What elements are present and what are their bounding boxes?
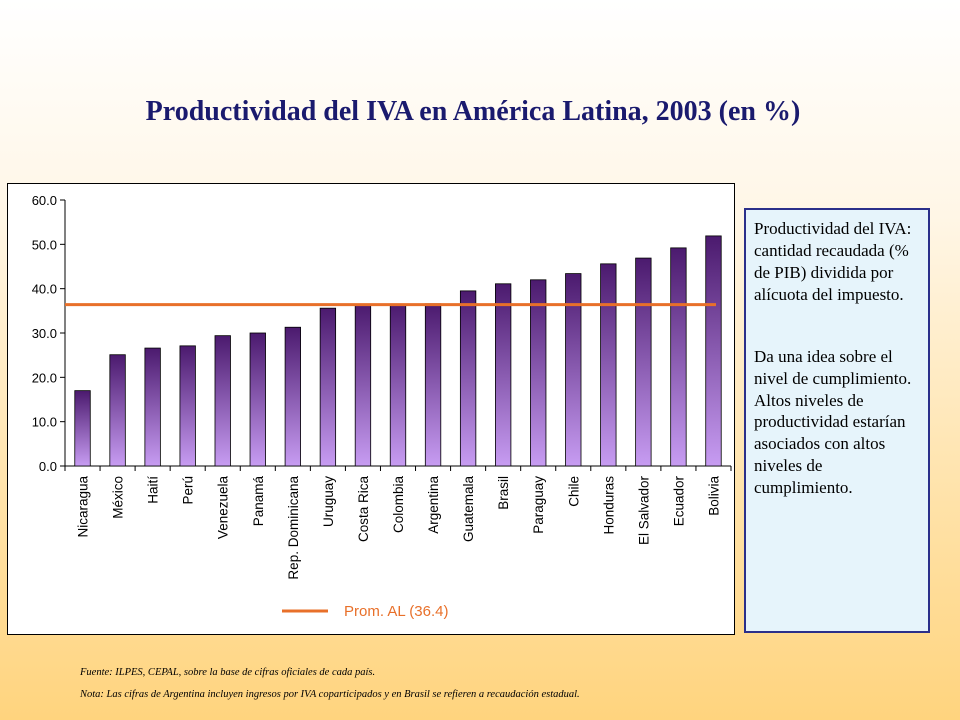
- bar-honduras: [600, 263, 617, 467]
- x-tick-label: Guatemala: [461, 476, 476, 543]
- bar-nicaragua: [74, 390, 91, 467]
- y-tick-label: 20.0: [32, 370, 57, 385]
- bar-costa-rica: [354, 304, 372, 467]
- x-tick-label: Uruguay: [321, 476, 336, 527]
- y-tick-label: 40.0: [32, 282, 57, 297]
- chart-area: 0.0 10.0 20.0 30.0 40.0 50.0 60.0 Nicaragua Méxi…: [7, 183, 735, 635]
- x-tick-label: Nicaragua: [76, 476, 91, 538]
- bar-chart: 0.0 10.0 20.0 30.0 40.0 50.0 60.0 Nicaragua Méxi…: [32, 193, 732, 620]
- bar-guatemala: [459, 290, 477, 467]
- source-note: Fuente: ILPES, CEPAL, sobre la base de c…: [80, 667, 376, 678]
- bar-el-salvador: [635, 257, 652, 467]
- info-paragraph-definition: Productividad del IVA: cantidad recaudad…: [754, 219, 912, 304]
- x-tick-label: Paraguay: [531, 476, 546, 534]
- legend-label: Prom. AL (36.4): [344, 603, 449, 620]
- bar-bolivia: [705, 235, 722, 467]
- x-tick-label: Venezuela: [216, 476, 231, 540]
- x-tick-label: Colombia: [391, 476, 406, 534]
- x-tick-label: Haití: [146, 476, 161, 504]
- bar-rep-dominicana: [284, 326, 301, 467]
- bar-paraguay: [530, 279, 547, 467]
- x-tick-label: Ecuador: [671, 476, 686, 527]
- x-tick-label: Brasil: [496, 476, 511, 510]
- y-tick-label: 60.0: [32, 193, 57, 208]
- x-tick-label: México: [111, 476, 126, 519]
- x-tick-label: Rep. Dominicana: [286, 476, 301, 580]
- bar-argentina: [424, 303, 442, 467]
- x-tick-label: Costa Rica: [356, 476, 371, 543]
- y-tick-label: 0.0: [39, 459, 57, 474]
- x-tick-label: Chile: [566, 476, 581, 507]
- x-tick-label: Argentina: [426, 476, 441, 534]
- y-tick-label: 30.0: [32, 326, 57, 341]
- bar-colombia: [389, 303, 407, 467]
- info-paragraph-interpretation: Da una idea sobre el nivel de cumplimien…: [754, 346, 912, 498]
- x-tick-label: El Salvador: [636, 476, 651, 546]
- bar-chile: [565, 273, 582, 467]
- data-note: Nota: Las cifras de Argentina incluyen i…: [80, 689, 580, 701]
- y-tick-label: 50.0: [32, 237, 57, 252]
- bar-venezuela: [214, 335, 231, 467]
- footnotes: Fuente: ILPES, CEPAL, sobre la base de c…: [80, 665, 640, 709]
- bar-ecuador: [670, 247, 687, 467]
- bar-panamá: [249, 332, 266, 467]
- bar-perú: [179, 345, 196, 467]
- bar-brasil: [495, 283, 512, 467]
- info-box: Productividad del IVA: cantidad recaudad…: [744, 208, 930, 633]
- bar-méxico: [109, 354, 126, 467]
- bar-uruguay: [319, 307, 337, 467]
- x-tick-label: Panamá: [251, 476, 266, 527]
- x-tick-label: Honduras: [601, 476, 616, 535]
- page-title: Productividad del IVA en América Latina,…: [145, 96, 801, 127]
- x-tick-label: Perú: [181, 476, 196, 505]
- x-tick-label: Bolivia: [706, 476, 721, 516]
- y-tick-label: 10.0: [32, 415, 57, 430]
- bar-haití: [144, 347, 161, 467]
